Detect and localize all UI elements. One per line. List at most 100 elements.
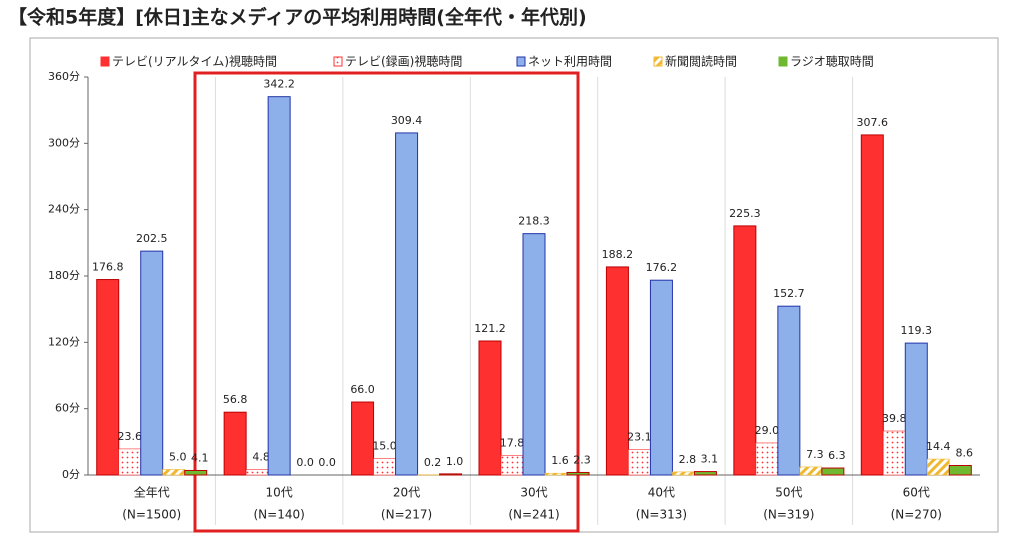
value-label: 6.3 (828, 449, 846, 462)
bar (860, 134, 884, 476)
x-tick-sublabel: (N=217) (381, 508, 432, 522)
value-label: 23.1 (627, 430, 652, 443)
bar (500, 455, 524, 476)
bar (245, 469, 269, 476)
value-label: 188.2 (602, 248, 634, 261)
chart-frame (29, 37, 999, 533)
x-tick-label: 50代 (775, 486, 802, 500)
bar (184, 469, 208, 476)
x-tick-label: 60代 (903, 486, 930, 500)
bar (948, 464, 972, 476)
bar (373, 458, 396, 476)
x-tick-sublabel: (N=1500) (122, 508, 181, 522)
legend-swatch (516, 56, 526, 67)
legend-item: 新聞閲読時間 (653, 54, 737, 69)
value-label: 14.4 (926, 440, 951, 453)
x-tick-sublabel: (N=319) (763, 508, 814, 522)
value-label: 176.2 (646, 261, 678, 274)
value-label: 0.0 (318, 456, 336, 469)
bar (351, 401, 375, 476)
value-label: 56.8 (223, 393, 248, 406)
value-label: 3.1 (701, 453, 719, 466)
value-label: 15.0 (372, 439, 397, 452)
chart-title: 【令和5年度】[休日]主なメディアの平均利用時間(全年代・年代別) (8, 6, 587, 29)
value-label: 2.3 (573, 453, 591, 466)
bar (882, 430, 906, 476)
bar (926, 458, 950, 476)
value-label: 4.1 (191, 451, 209, 464)
y-tick-label: 0分 (62, 468, 80, 481)
bar (140, 250, 164, 476)
value-label: 17.8 (500, 436, 525, 449)
x-tick-label: 40代 (648, 486, 675, 500)
legend-item: ネット利用時間 (516, 55, 612, 69)
bar (649, 279, 673, 476)
bar (672, 471, 695, 476)
legend-swatch (653, 56, 663, 67)
bar (223, 411, 247, 476)
bar (605, 266, 629, 476)
bar (439, 473, 463, 476)
value-label: 202.5 (136, 232, 168, 245)
bar (777, 305, 801, 476)
value-label: 5.0 (169, 450, 187, 463)
value-label: 0.0 (296, 456, 314, 469)
legend-label: テレビ(リアルタイム)視聴時間 (112, 54, 277, 69)
bar (904, 342, 928, 476)
x-tick-label: 10代 (266, 486, 293, 500)
bar (544, 472, 568, 476)
legend-label: ネット利用時間 (528, 55, 612, 69)
legend-swatch (778, 56, 788, 67)
value-label: 0.2 (424, 456, 442, 469)
bar (628, 449, 651, 476)
value-label: 2.8 (679, 453, 697, 466)
bar (693, 471, 717, 476)
legend-item: テレビ(リアルタイム)視聴時間 (100, 54, 277, 69)
legend-label: ラジオ聴取時間 (790, 55, 874, 69)
x-tick-sublabel: (N=270) (891, 508, 942, 522)
bar (522, 233, 546, 476)
value-label: 7.3 (806, 448, 824, 461)
value-label: 176.8 (92, 261, 124, 274)
legend-swatch (333, 56, 343, 67)
value-label: 307.6 (857, 116, 889, 129)
bar (566, 471, 590, 476)
value-label: 218.3 (518, 215, 550, 228)
value-label: 152.7 (773, 287, 805, 300)
value-label: 342.2 (263, 78, 295, 91)
bar (267, 96, 291, 476)
value-label: 23.6 (117, 430, 142, 443)
legend-label: テレビ(録画)視聴時間 (345, 54, 462, 69)
legend-swatch (100, 56, 110, 67)
x-tick-label: 全年代 (134, 485, 170, 500)
x-tick-label: 20代 (393, 486, 420, 500)
value-label: 225.3 (729, 207, 761, 220)
value-label: 1.0 (446, 455, 464, 468)
y-tick-label: 240分 (48, 203, 80, 216)
bar (162, 469, 186, 476)
highlight-box (193, 71, 580, 533)
y-tick-label: 360分 (48, 70, 80, 83)
value-label: 29.0 (755, 424, 780, 437)
y-tick-label: 300分 (48, 136, 80, 149)
value-label: 39.8 (882, 412, 907, 425)
value-label: 119.3 (901, 324, 933, 337)
x-tick-label: 30代 (520, 486, 547, 500)
legend-item: テレビ(録画)視聴時間 (333, 54, 462, 69)
x-tick-sublabel: (N=313) (636, 508, 687, 522)
bar (799, 466, 823, 476)
value-label: 8.6 (956, 446, 974, 459)
value-label: 66.0 (350, 383, 375, 396)
bar (96, 279, 120, 476)
legend-item: ラジオ聴取時間 (778, 55, 874, 69)
y-tick-label: 120分 (48, 335, 80, 348)
value-label: 121.2 (474, 322, 506, 335)
value-label: 1.6 (551, 454, 569, 467)
bar (478, 340, 502, 476)
value-label: 309.4 (391, 114, 423, 127)
y-tick-label: 180分 (48, 269, 80, 282)
x-tick-sublabel: (N=140) (253, 508, 304, 522)
x-tick-sublabel: (N=241) (508, 508, 559, 522)
legend-label: 新聞閲読時間 (665, 54, 737, 69)
